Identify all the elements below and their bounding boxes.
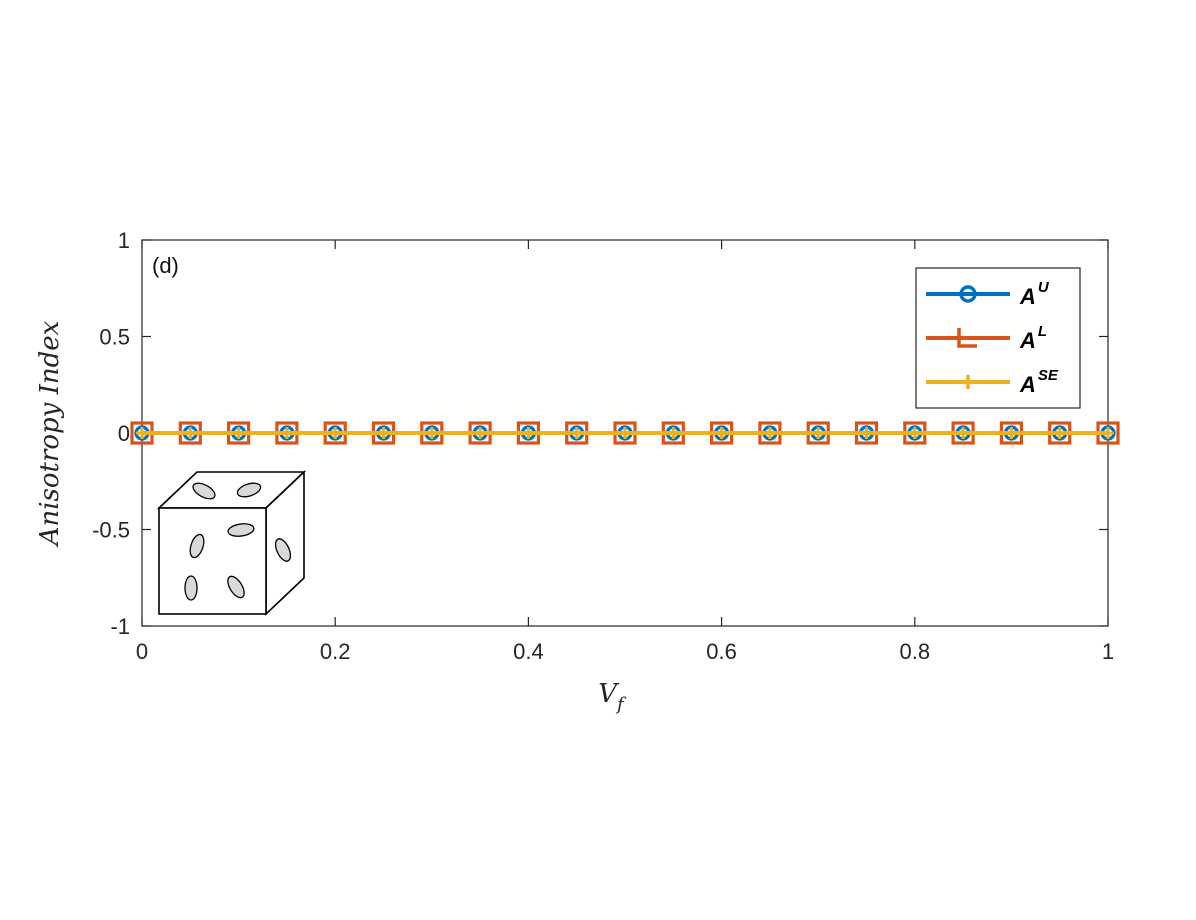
- inclusion-ellipse: [227, 575, 245, 599]
- data-point-SE: [232, 427, 245, 439]
- x-tick-label: 0: [136, 639, 148, 664]
- x-tick-label: 0.4: [513, 639, 544, 664]
- data-point-SE: [667, 427, 680, 439]
- x-axis-label: Vf: [598, 679, 627, 715]
- legend-entry-SE: A SE: [926, 367, 1059, 397]
- data-point-SE: [522, 427, 535, 439]
- data-point-SE: [1053, 427, 1066, 439]
- inclusion-ellipse: [184, 575, 198, 601]
- series-group: [130, 421, 1120, 445]
- y-tick-label: 1: [118, 228, 130, 253]
- inclusion-ellipse: [192, 482, 216, 500]
- y-axis-label: Anisotropy Index: [35, 320, 65, 547]
- inclusion-ellipse: [189, 533, 205, 559]
- data-point-SE: [425, 427, 438, 439]
- y-tick-label: -0.5: [92, 518, 130, 543]
- legend-marker: [961, 375, 975, 389]
- cube-front-face: [158, 507, 267, 615]
- y-tick-label: 0.5: [99, 325, 130, 350]
- inclusion-ellipse: [274, 538, 292, 562]
- y-tick-label: 0: [118, 421, 130, 446]
- data-point-SE: [812, 427, 825, 439]
- data-point-SE: [860, 427, 873, 439]
- data-point-SE: [715, 427, 728, 439]
- data-point-SE: [377, 427, 390, 439]
- panel-label: (d): [152, 253, 179, 278]
- data-point-SE: [474, 427, 487, 439]
- data-point-SE: [329, 427, 342, 439]
- x-tick-label: 0.6: [706, 639, 737, 664]
- data-point-SE: [908, 427, 921, 439]
- legend-marker: [959, 285, 977, 303]
- legend: A U A L A SE: [915, 267, 1081, 409]
- x-tick-label: 1: [1102, 639, 1114, 664]
- series-SE: [136, 427, 1114, 439]
- data-point-SE: [619, 427, 631, 439]
- data-point-SE: [1005, 427, 1018, 439]
- x-tick-label: 0.2: [320, 639, 351, 664]
- legend-label: A SE: [1019, 367, 1059, 397]
- inset-cube-illustration: [156, 470, 307, 616]
- x-axis-label-subscript: f: [615, 694, 627, 715]
- axis-ticks: 0 0.2 0.4 0.6 0.8 1 1 0.5 0 -0.5 -1: [92, 228, 1114, 664]
- data-point-SE: [763, 427, 776, 439]
- data-point-SE: [570, 427, 583, 439]
- data-point-SE: [184, 427, 197, 439]
- data-point-SE: [957, 427, 970, 439]
- legend-marker: [957, 328, 977, 348]
- inclusion-ellipse: [227, 523, 255, 537]
- data-point-SE: [1102, 427, 1114, 439]
- y-tick-label: -1: [110, 614, 130, 639]
- x-tick-label: 0.8: [900, 639, 931, 664]
- data-point-SE: [136, 427, 148, 439]
- inclusion-ellipse: [236, 482, 262, 498]
- data-point-SE: [280, 427, 293, 439]
